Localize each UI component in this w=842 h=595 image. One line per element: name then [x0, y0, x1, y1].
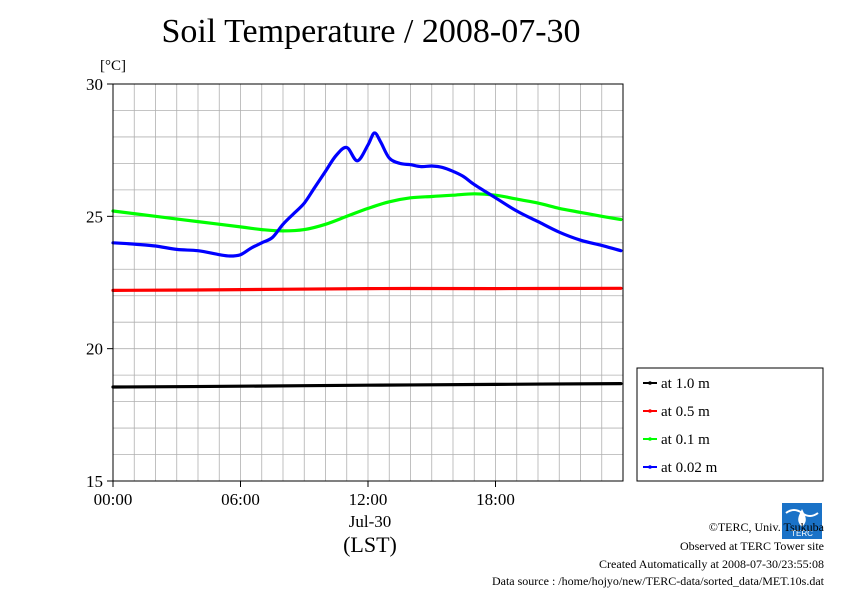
series-line-at-1-0-m — [111, 382, 623, 389]
observed-text: Observed at TERC Tower site — [679, 539, 824, 553]
y-axis-label: [°C] — [100, 58, 126, 74]
x-tick-label: 06:00 — [221, 490, 260, 509]
x-tick-label: 12:00 — [349, 490, 388, 509]
series-layer — [111, 131, 623, 389]
grid-lines — [113, 84, 623, 481]
source-text: Data source : /home/hojyo/new/TERC-data/… — [491, 574, 824, 588]
legend-marker — [648, 437, 652, 441]
y-tick-label: 15 — [86, 472, 103, 491]
x-tick-label: 00:00 — [94, 490, 133, 509]
legend-label: at 1.0 m — [661, 376, 710, 392]
terc-logo: TERC — [782, 503, 822, 539]
series-line-at-0-5-m — [111, 286, 623, 292]
legend-label: at 0.02 m — [661, 460, 718, 476]
legend-label: at 0.5 m — [661, 404, 710, 420]
legend: at 1.0 m at 0.5 m at 0.1 m at 0.02 m — [636, 367, 824, 482]
legend-marker — [648, 381, 652, 385]
chart-title: Soil Temperature / 2008-07-30 — [161, 13, 581, 50]
y-tick-label: 25 — [86, 207, 103, 226]
axis-layer: 15 20 25 30 00:00 06:00 12:00 18:00 — [86, 75, 515, 509]
date-label: Jul-30 — [349, 512, 392, 531]
series-line-at-0-02-m — [111, 131, 623, 258]
legend-box — [636, 367, 824, 482]
legend-label: at 0.1 m — [661, 432, 710, 448]
legend-marker — [648, 409, 652, 413]
legend-marker — [648, 465, 652, 469]
x-axis-label: (LST) — [343, 532, 397, 557]
x-tick-label: 18:00 — [476, 490, 515, 509]
copyright-text: ©TERC, Univ. Tsukuba — [708, 520, 824, 534]
series-line-at-0-1-m — [111, 192, 623, 233]
y-tick-label: 20 — [86, 340, 103, 359]
created-text: Created Automatically at 2008-07-30/23:5… — [599, 557, 824, 571]
logo-text: TERC — [791, 529, 813, 538]
y-tick-label: 30 — [86, 75, 103, 94]
